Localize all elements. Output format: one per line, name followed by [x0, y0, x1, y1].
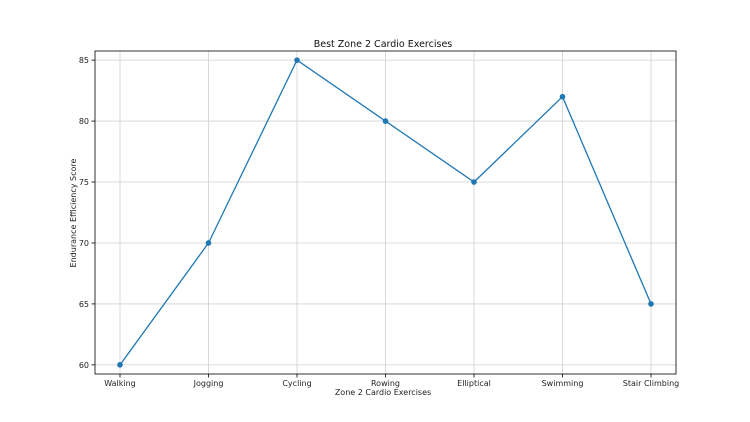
y-tick-label: 85 — [79, 56, 89, 65]
axes: Walking Jogging Cycling Rowing Elliptical Swi… — [79, 50, 679, 388]
x-tick-label: Cycling — [282, 379, 311, 388]
x-tick-label: Swimming — [542, 379, 584, 388]
data-point — [294, 57, 300, 63]
data-point — [648, 301, 654, 307]
data-point — [471, 179, 477, 185]
plot-frame — [94, 50, 677, 375]
x-tick-label: Stair Climbing — [623, 379, 679, 388]
x-tick-label: Rowing — [371, 379, 400, 388]
data-point — [382, 118, 389, 124]
y-tick-label: 60 — [79, 361, 89, 370]
y-tick-label: 75 — [79, 178, 89, 187]
data-point — [559, 93, 566, 100]
x-tick-label: Elliptical — [457, 379, 491, 388]
y-tick-label: 65 — [79, 300, 89, 309]
series-layer — [117, 57, 654, 368]
y-axis-label: Endurance Efficiency Score — [69, 158, 78, 267]
data-point — [205, 240, 212, 246]
grid — [95, 51, 676, 374]
data-point — [117, 362, 123, 368]
x-tick-label: Walking — [104, 379, 136, 388]
x-tick-label: Jogging — [193, 379, 224, 388]
x-axis-label: Zone 2 Cardio Exercises — [335, 388, 431, 397]
y-tick-label: 80 — [79, 117, 89, 126]
chart-title: Best Zone 2 Cardio Exercises — [314, 39, 453, 50]
y-tick-label: 70 — [79, 239, 89, 248]
